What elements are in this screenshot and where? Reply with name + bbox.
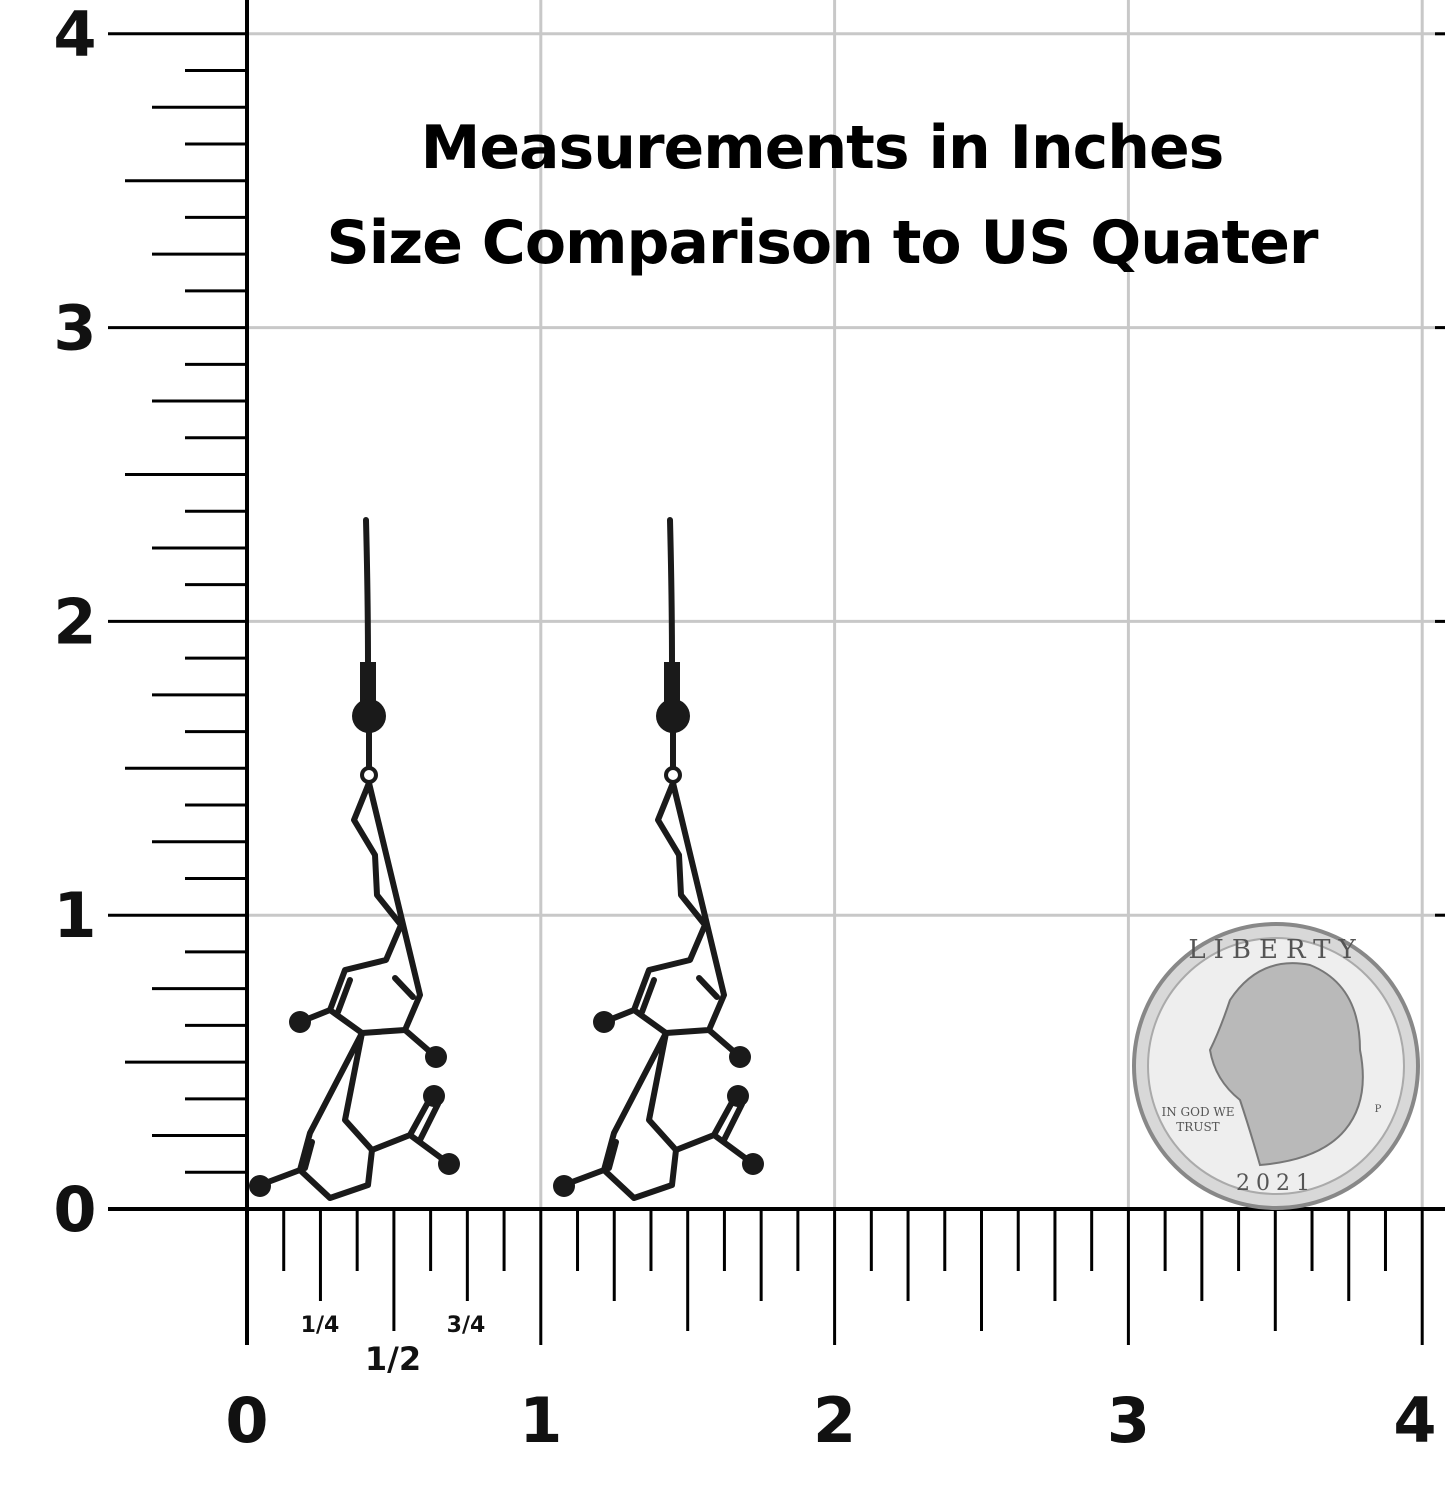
horizontal-label: 0 (225, 1384, 268, 1457)
coin-mint: P (1375, 1104, 1382, 1115)
fraction-label: 1/2 (365, 1340, 421, 1378)
coin-legend: LIBERTY (1188, 935, 1363, 965)
title-line: Measurements in Inches (421, 113, 1224, 183)
coin-motto: IN GOD WE (1161, 1105, 1234, 1119)
grid (247, 0, 1445, 1209)
vertical-label: 4 (53, 0, 96, 71)
coin-motto: TRUST (1176, 1120, 1219, 1134)
coin-year: 2021 (1236, 1171, 1316, 1196)
vertical-label: 3 (53, 292, 96, 365)
fraction-label: 1/4 (301, 1313, 340, 1338)
ruler-ticks (108, 32, 1445, 1345)
horizontal-label: 2 (813, 1384, 856, 1457)
vertical-label: 0 (53, 1173, 96, 1246)
vertical-label: 2 (53, 585, 96, 658)
horizontal-label: 1 (519, 1384, 562, 1457)
quarter-coin: LIBERTY IN GOD WE TRUST 2021 P (1132, 922, 1420, 1210)
vertical-label: 1 (53, 879, 96, 952)
horizontal-label: 3 (1107, 1384, 1150, 1457)
horizontal-label: 4 (1393, 1384, 1436, 1457)
title-line: Size Comparison to US Quater (327, 208, 1319, 278)
fraction-label: 3/4 (447, 1313, 486, 1338)
